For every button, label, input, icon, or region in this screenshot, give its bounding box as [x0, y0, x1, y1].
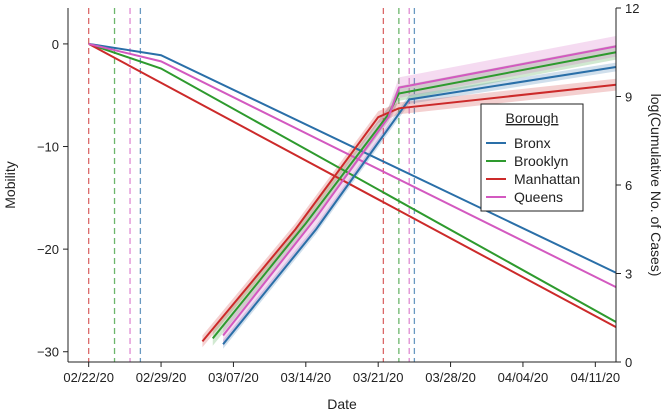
- y-right-tick-label-2: 6: [625, 178, 632, 193]
- cases-line-queens: [222, 45, 617, 337]
- y-right-tick-label-0: 0: [625, 355, 632, 370]
- legend: Borough Bronx Brooklyn Manhattan Queens: [480, 103, 584, 212]
- x-tick-label-4: 03/21/20: [353, 370, 404, 385]
- y-left-tick-label-0: 0: [52, 37, 59, 52]
- x-axis-title: Date: [327, 396, 357, 412]
- y-right-tick-label-1: 3: [625, 267, 632, 282]
- y-axis-right-title: log(Cumulative No. of Cases): [648, 94, 664, 277]
- y-axis-left-title: Mobility: [2, 161, 18, 208]
- x-tick-label-0: 02/22/20: [63, 370, 114, 385]
- y-right-tick-label-4: 12: [625, 1, 639, 16]
- mobility-line-queens: [88, 42, 617, 288]
- y-right-tick-label-3: 9: [625, 90, 632, 105]
- legend-label-brooklyn: Brooklyn: [514, 153, 568, 169]
- legend-label-queens: Queens: [514, 189, 563, 205]
- mobility-line-manhattan: [88, 43, 617, 328]
- y-left-tick-label-2: −20: [37, 242, 59, 257]
- legend-box: [480, 103, 584, 212]
- legend-label-manhattan: Manhattan: [514, 171, 580, 187]
- series-lines-layer: [88, 42, 617, 345]
- legend-title: Borough: [506, 110, 559, 126]
- ticks-layer: 02/22/20 02/29/20 03/07/20 03/14/20 03/21/20…: [37, 1, 640, 385]
- x-tick-label-6: 04/04/20: [498, 370, 549, 385]
- legend-label-bronx: Bronx: [514, 135, 551, 151]
- x-tick-label-2: 03/07/20: [208, 370, 259, 385]
- mobility-line-bronx: [88, 42, 617, 274]
- y-left-tick-label-3: −30: [37, 345, 59, 360]
- cases-line-bronx: [222, 66, 617, 345]
- mobility-line-brooklyn: [88, 42, 617, 323]
- x-tick-label-3: 03/14/20: [281, 370, 332, 385]
- cases-line-manhattan: [201, 83, 617, 342]
- x-tick-label-7: 04/11/20: [571, 370, 621, 385]
- x-tick-label-5: 03/28/20: [425, 370, 476, 385]
- y-left-tick-label-1: −10: [37, 140, 59, 155]
- vertical-lines-layer: [88, 8, 416, 362]
- x-tick-label-1: 02/29/20: [136, 370, 187, 385]
